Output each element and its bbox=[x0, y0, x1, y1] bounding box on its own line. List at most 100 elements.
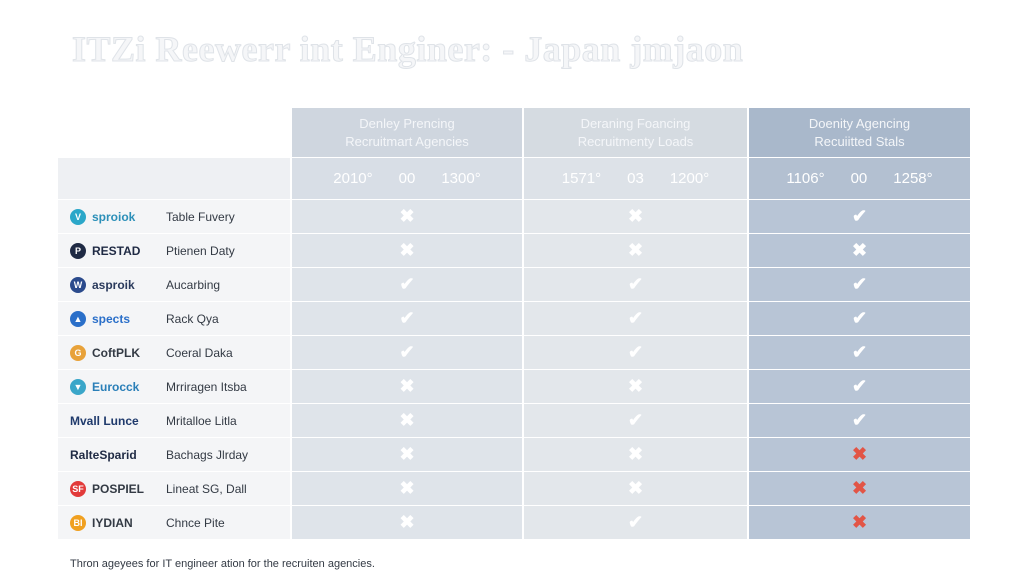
cross-icon: ✖ bbox=[627, 240, 644, 260]
mark-cell: ✔ bbox=[292, 336, 524, 369]
mark-cell: ✔ bbox=[749, 302, 970, 335]
mark-cell: ✖ bbox=[749, 438, 970, 471]
cross-icon: ✖ bbox=[399, 478, 415, 498]
check-icon: ✔ bbox=[851, 206, 868, 226]
cross-icon: ✖ bbox=[399, 376, 415, 396]
agency-logo-icon: W bbox=[70, 276, 86, 293]
agency-description: Mrriragen Itsba bbox=[166, 379, 247, 394]
agency-cell: RalteSparid Bachags Jlrday bbox=[58, 438, 292, 471]
mark-cell: ✖ bbox=[524, 234, 749, 267]
column-1-num-b: 00 bbox=[398, 170, 416, 187]
agency-logo-name: spects bbox=[92, 311, 131, 326]
agency-info: Mvall Lunce Mritalloe Litla bbox=[58, 414, 237, 428]
agency-logo-icon: SF bbox=[70, 480, 86, 497]
column-header-1[interactable]: Denley Prencing Recruitmart Agencies bbox=[292, 108, 524, 157]
column-2-title-line2: Recruitmenty Loads bbox=[577, 133, 694, 149]
agency-info: BI IYDIAN Chnce Pite bbox=[58, 514, 225, 531]
cross-icon: ✖ bbox=[851, 478, 868, 498]
column-3-num-a: 1106° bbox=[786, 170, 825, 187]
agency-cell: P RESTAD Ptienen Daty bbox=[58, 234, 292, 267]
agency-info: P RESTAD Ptienen Daty bbox=[58, 242, 235, 259]
comparison-table: Denley Prencing Recruitmart Agencies Der… bbox=[58, 108, 970, 540]
agency-logo-name: RESTAD bbox=[92, 243, 141, 258]
table-row[interactable]: P RESTAD Ptienen Daty ✖ ✖ ✖ bbox=[58, 234, 970, 268]
agency-logo-icon: G bbox=[70, 344, 86, 361]
agency-cell: Mvall Lunce Mritalloe Litla bbox=[58, 404, 292, 437]
mark-cell: ✖ bbox=[292, 200, 524, 233]
cross-icon: ✖ bbox=[399, 444, 415, 464]
mark-cell: ✔ bbox=[524, 302, 749, 335]
column-3-num-c: 1258° bbox=[893, 170, 933, 187]
column-3-title-line2: Recuiitted Stals bbox=[814, 133, 905, 149]
agency-logo-name: RalteSparid bbox=[70, 447, 137, 462]
mark-cell: ✖ bbox=[292, 370, 524, 403]
check-icon: ✔ bbox=[627, 308, 644, 328]
check-icon: ✔ bbox=[851, 308, 868, 328]
mark-cell: ✔ bbox=[292, 268, 524, 301]
agency-logo-icon: BI bbox=[70, 514, 86, 531]
agency-description: Rack Qya bbox=[166, 311, 219, 326]
agency-description: Coeral Daka bbox=[166, 345, 233, 360]
check-icon: ✔ bbox=[399, 274, 415, 294]
column-1-num-c: 1300° bbox=[441, 170, 481, 187]
mark-cell: ✔ bbox=[524, 506, 749, 539]
column-2-num-a: 1571° bbox=[561, 170, 602, 187]
mark-cell: ✖ bbox=[524, 370, 749, 403]
agency-description: Lineat SG, Dall bbox=[166, 481, 247, 496]
mark-cell: ✖ bbox=[749, 506, 970, 539]
column-2-num-c: 1200° bbox=[669, 170, 710, 187]
table-row[interactable]: ▲ spects Rack Qya ✔ ✔ ✔ bbox=[58, 302, 970, 336]
mark-cell: ✔ bbox=[524, 404, 749, 437]
agency-logo-name: asproik bbox=[92, 277, 135, 292]
mark-cell: ✔ bbox=[749, 200, 970, 233]
column-2-numbers: 1571° 03 1200° bbox=[524, 158, 749, 199]
header-row-titles: Denley Prencing Recruitmart Agencies Der… bbox=[58, 108, 970, 158]
agency-description: Ptienen Daty bbox=[166, 243, 235, 258]
agency-info: G CoftPLK Coeral Daka bbox=[58, 344, 233, 361]
agency-logo-name: Mvall Lunce bbox=[70, 413, 139, 428]
cross-icon: ✖ bbox=[851, 512, 868, 532]
column-1-title-line2: Recruitmart Agencies bbox=[345, 133, 469, 149]
table-row[interactable]: ▼ Eurocck Mrriragen Itsba ✖ ✖ ✔ bbox=[58, 370, 970, 404]
mark-cell: ✔ bbox=[749, 268, 970, 301]
agency-description: Bachags Jlrday bbox=[166, 447, 249, 462]
cross-icon: ✖ bbox=[627, 376, 644, 396]
check-icon: ✔ bbox=[851, 274, 868, 294]
agency-cell: ▼ Eurocck Mrriragen Itsba bbox=[58, 370, 292, 403]
check-icon: ✔ bbox=[399, 342, 415, 362]
header-row-numbers: 2010° 00 1300° 1571° 03 1200° 1106° 00 1… bbox=[58, 158, 970, 200]
check-icon: ✔ bbox=[851, 342, 868, 362]
cross-icon: ✖ bbox=[627, 206, 644, 226]
column-header-3[interactable]: Doenity Agencing Recuiitted Stals bbox=[749, 108, 970, 157]
table-row[interactable]: SF POSPIEL Lineat SG, Dall ✖ ✖ ✖ bbox=[58, 472, 970, 506]
agency-logo-name: IYDIAN bbox=[92, 515, 133, 530]
page-title: ITZi Reewerr int Enginer: - Japan jmjaon bbox=[71, 29, 744, 70]
check-icon: ✔ bbox=[851, 376, 868, 396]
cross-icon: ✖ bbox=[627, 478, 644, 498]
agency-logo-name: POSPIEL bbox=[92, 481, 145, 496]
column-2-title-line1: Deraning Foancing bbox=[580, 115, 691, 131]
agency-info: ▲ spects Rack Qya bbox=[58, 310, 219, 327]
table-row[interactable]: Mvall Lunce Mritalloe Litla ✖ ✔ ✔ bbox=[58, 404, 970, 438]
cross-icon: ✖ bbox=[399, 512, 415, 532]
agency-info: SF POSPIEL Lineat SG, Dall bbox=[58, 480, 247, 497]
mark-cell: ✖ bbox=[749, 472, 970, 505]
mark-cell: ✖ bbox=[292, 438, 524, 471]
table-row[interactable]: RalteSparid Bachags Jlrday ✖ ✖ ✖ bbox=[58, 438, 970, 472]
column-header-2[interactable]: Deraning Foancing Recruitmenty Loads bbox=[524, 108, 749, 157]
column-3-title-line1: Doenity Agencing bbox=[808, 115, 911, 131]
mark-cell: ✖ bbox=[292, 234, 524, 267]
agency-logo-icon: ▼ bbox=[70, 378, 86, 395]
column-1-num-a: 2010° bbox=[333, 170, 373, 187]
check-icon: ✔ bbox=[627, 274, 644, 294]
table-row[interactable]: BI IYDIAN Chnce Pite ✖ ✔ ✖ bbox=[58, 506, 970, 540]
check-icon: ✔ bbox=[627, 342, 644, 362]
footnote: Thron ageyees for IT engineer ation for … bbox=[70, 558, 375, 570]
header-corner bbox=[58, 108, 292, 157]
column-1-numbers: 2010° 00 1300° bbox=[292, 158, 524, 199]
table-row[interactable]: G CoftPLK Coeral Daka ✔ ✔ ✔ bbox=[58, 336, 970, 370]
